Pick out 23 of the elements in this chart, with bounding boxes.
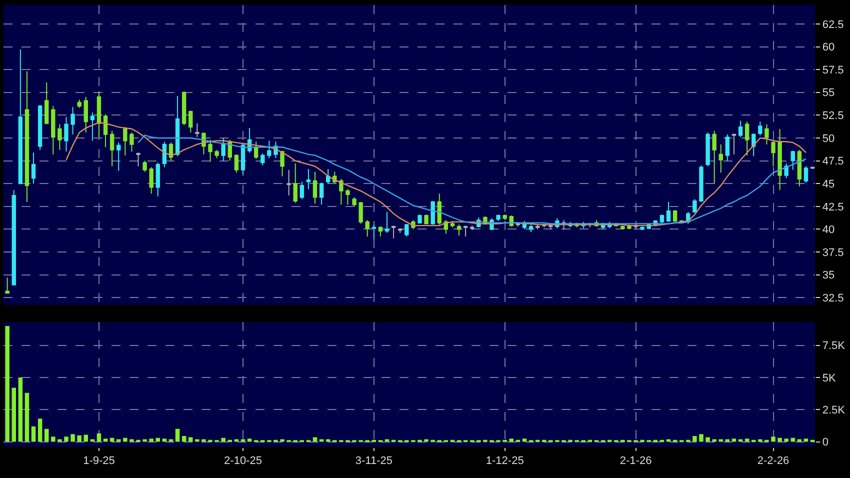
y-tick-label: 40 (822, 224, 835, 236)
y-tick-label: 2.5K (822, 404, 846, 416)
x-tick-label: 1-9-25 (83, 455, 115, 468)
y-tick-label: 57.5 (822, 64, 844, 76)
x-tick-label: 2-10-25 (224, 455, 262, 468)
y-tick-label: 0 (822, 436, 828, 449)
x-tick-label: 3-11-25 (355, 455, 392, 468)
y-tick-label: 5K (822, 372, 836, 384)
y-tick-label: 52.5 (822, 110, 844, 122)
y-tick-label: 45 (822, 178, 835, 190)
x-tick-label: 1-12-25 (486, 455, 524, 468)
y-tick-label: 55 (822, 87, 835, 100)
x-tick-label: 2-1-26 (620, 455, 652, 468)
y-tick-label: 47.5 (822, 156, 844, 168)
y-tick-label: 62.5 (822, 18, 844, 31)
y-tick-label: 35 (822, 270, 835, 282)
y-tick-label: 60 (822, 42, 835, 54)
x-tick-label: 2-2-26 (757, 455, 790, 468)
y-tick-label: 7.5K (822, 340, 846, 352)
y-tick-label: 42.5 (822, 201, 844, 214)
y-tick-label: 50 (822, 132, 835, 145)
y-tick-label: 37.5 (822, 246, 844, 259)
y-tick-label: 32.5 (822, 292, 844, 305)
